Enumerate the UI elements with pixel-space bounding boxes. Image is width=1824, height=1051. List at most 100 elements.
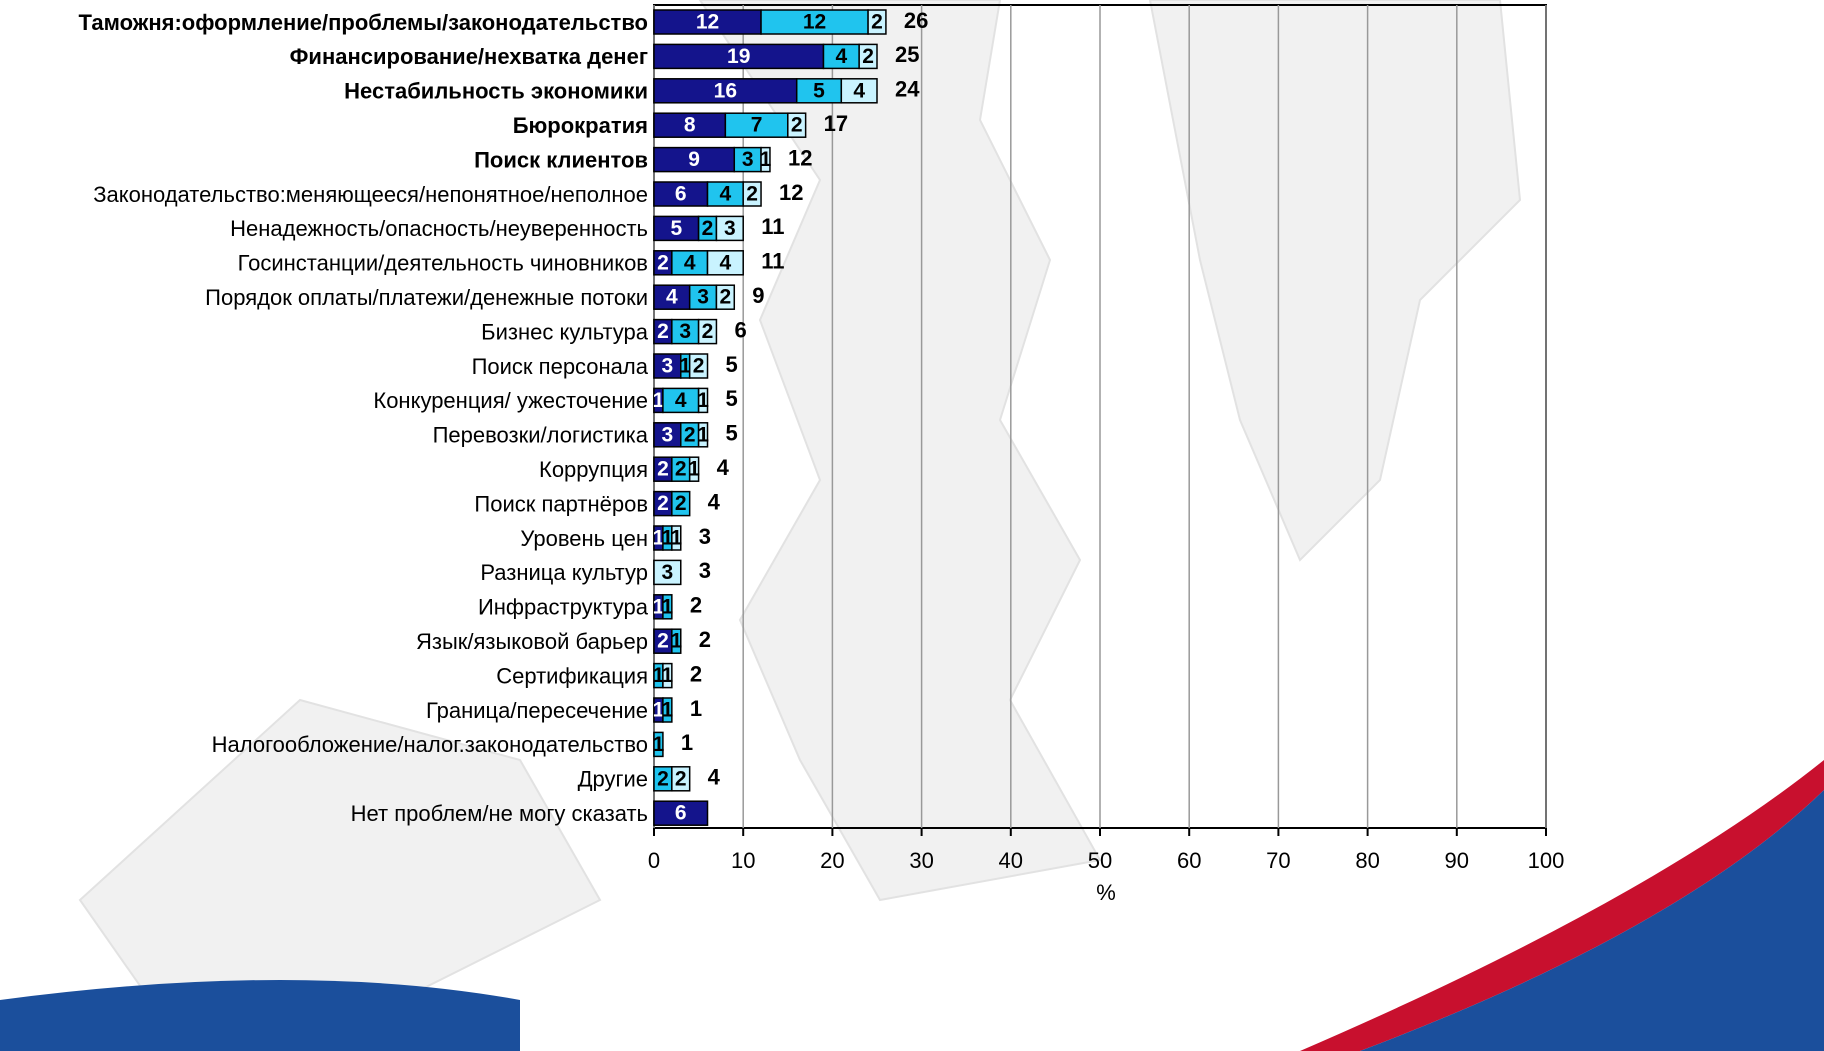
total-label: 2: [699, 627, 711, 652]
segment-label: 2: [657, 251, 669, 274]
bar-segment: [795, 78, 843, 104]
segment-label: 1: [670, 630, 682, 653]
segment-label: 2: [871, 11, 883, 34]
segment-label: 19: [727, 45, 750, 68]
segment-label: 5: [813, 79, 825, 102]
category-label: Финансирование/нехватка денег: [290, 44, 648, 69]
segment-label: 1: [662, 527, 674, 550]
category-label: Нет проблем/не могу сказать: [351, 801, 648, 826]
bar-segment: [715, 215, 744, 242]
total-label: 26: [904, 8, 928, 33]
segment-label: 1: [679, 355, 691, 378]
total-label: 12: [779, 180, 803, 205]
segment-label: 1: [653, 389, 665, 412]
segment-label: 12: [803, 11, 826, 34]
segment-label: 4: [684, 251, 696, 274]
segment-label: 5: [670, 217, 682, 240]
total-label: 5: [726, 386, 738, 411]
segment-label: 2: [657, 320, 669, 343]
bar-segment: [662, 697, 673, 723]
background-map: [78, 0, 1522, 1001]
bar-segment: [858, 43, 878, 70]
category-label: Таможня:оформление/проблемы/законодатель…: [78, 10, 648, 35]
segment-label: 4: [835, 45, 847, 68]
bar-segment: [671, 525, 682, 551]
segment-label: 8: [684, 114, 696, 137]
x-tick-label: 70: [1266, 848, 1290, 873]
x-tick-label: 60: [1177, 848, 1201, 873]
bar-segment: [671, 490, 691, 517]
category-label: Законодательство:меняющееся/непонятное/н…: [93, 182, 648, 207]
segment-label: 2: [657, 458, 669, 481]
segment-label: 3: [697, 286, 709, 309]
segment-label: 1: [653, 733, 665, 756]
segment-label: 16: [714, 79, 737, 102]
x-axis-label: %: [1096, 880, 1116, 905]
segment-label: 2: [684, 423, 696, 446]
segment-label: 3: [742, 148, 754, 171]
bar-segment: [697, 387, 709, 414]
segment-label: 4: [675, 389, 687, 412]
segment-label: 4: [853, 79, 865, 102]
total-label: 11: [761, 214, 784, 239]
segment-label: 1: [670, 527, 682, 550]
bar-segment: [653, 146, 736, 173]
segment-label: 1: [662, 699, 674, 722]
segment-label: 4: [720, 183, 732, 206]
category-label: Инфраструктура: [478, 595, 649, 620]
x-tick-label: 0: [648, 848, 660, 873]
x-tick-label: 30: [909, 848, 933, 873]
total-label: 5: [726, 421, 738, 446]
x-tick-label: 100: [1528, 848, 1565, 873]
category-label: Бизнес культура: [481, 319, 649, 344]
bar-segment: [653, 422, 682, 448]
category-label: Бюрократия: [513, 113, 648, 138]
total-label: 3: [699, 524, 711, 549]
segment-label: 2: [702, 320, 714, 343]
bar-segment: [662, 387, 700, 414]
bar-segment: [697, 318, 718, 345]
category-label: Сертификация: [496, 663, 648, 688]
category-label: Другие: [578, 767, 648, 792]
x-tick-label: 40: [999, 848, 1023, 873]
bar-segment: [671, 628, 682, 654]
segment-label: 2: [675, 767, 687, 790]
bar-segment: [760, 146, 771, 173]
bar-segment: [662, 594, 673, 620]
bar-segment: [760, 9, 869, 35]
segment-label: 2: [862, 45, 874, 68]
category-label: Поиск клиентов: [474, 147, 648, 172]
total-label: 3: [699, 558, 711, 583]
decor-swoosh-blue: [0, 980, 520, 1051]
bar-segment: [653, 559, 682, 586]
total-label: 11: [761, 249, 784, 274]
segment-label: 2: [746, 183, 758, 206]
segment-label: 1: [653, 699, 665, 722]
x-tick-label: 80: [1355, 848, 1379, 873]
segment-label: 3: [662, 355, 674, 378]
segment-label: 3: [662, 561, 674, 584]
category-label: Поиск персонала: [472, 354, 649, 379]
segment-label: 2: [720, 286, 732, 309]
total-label: 2: [690, 593, 702, 618]
segment-label: 4: [666, 286, 678, 309]
total-label: 4: [708, 765, 721, 790]
category-label: Конкуренция/ ужесточение: [373, 388, 648, 413]
segment-label: 1: [653, 664, 665, 687]
segment-label: 6: [675, 802, 687, 825]
bar-segment: [653, 9, 762, 35]
bar-segment: [787, 112, 807, 138]
bar-segment: [688, 353, 709, 379]
x-tick-label: 20: [820, 848, 844, 873]
segment-label: 2: [693, 355, 705, 378]
segment-label: 2: [657, 492, 669, 515]
segment-label: 2: [657, 767, 669, 790]
segment-label: 1: [760, 148, 772, 171]
x-tick-label: 90: [1445, 848, 1469, 873]
category-label: Граница/пересечение: [426, 698, 648, 723]
bar-segment: [840, 78, 878, 104]
decor-swoosh-blue-right: [1360, 790, 1824, 1051]
segment-label: 7: [751, 114, 763, 137]
category-label: Ненадежность/опасность/неуверенность: [230, 216, 648, 241]
category-label: Коррупция: [539, 457, 648, 482]
